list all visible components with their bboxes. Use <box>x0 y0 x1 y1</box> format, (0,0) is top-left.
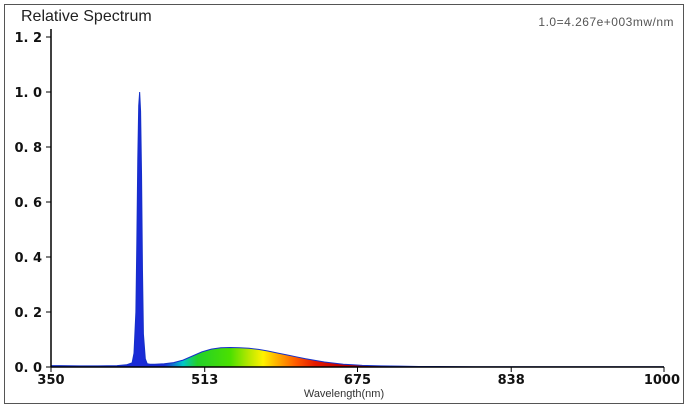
chart-title: Relative Spectrum <box>21 8 152 25</box>
chart-frame <box>4 4 684 404</box>
spectrum-line <box>51 91 664 368</box>
y-tick-label: 0. 8 <box>14 141 42 156</box>
x-tick-label: 350 <box>37 373 64 388</box>
y-tick-label: 0. 6 <box>14 196 42 211</box>
y-tick-label: 0. 0 <box>14 361 42 376</box>
y-tick-label: 1. 2 <box>14 31 42 46</box>
x-tick-label: 513 <box>191 373 218 388</box>
scale-note: 1.0=4.267e+003mw/nm <box>538 15 674 29</box>
y-tick-label: 0. 2 <box>14 306 42 321</box>
x-tick-label: 838 <box>498 373 525 388</box>
x-tick-label: 1000 <box>644 373 680 388</box>
x-axis-label: Wavelength(nm) <box>303 388 385 400</box>
y-tick-label: 1. 0 <box>14 86 42 101</box>
y-tick-label: 0. 4 <box>14 251 42 266</box>
x-tick-label: 675 <box>344 373 371 388</box>
